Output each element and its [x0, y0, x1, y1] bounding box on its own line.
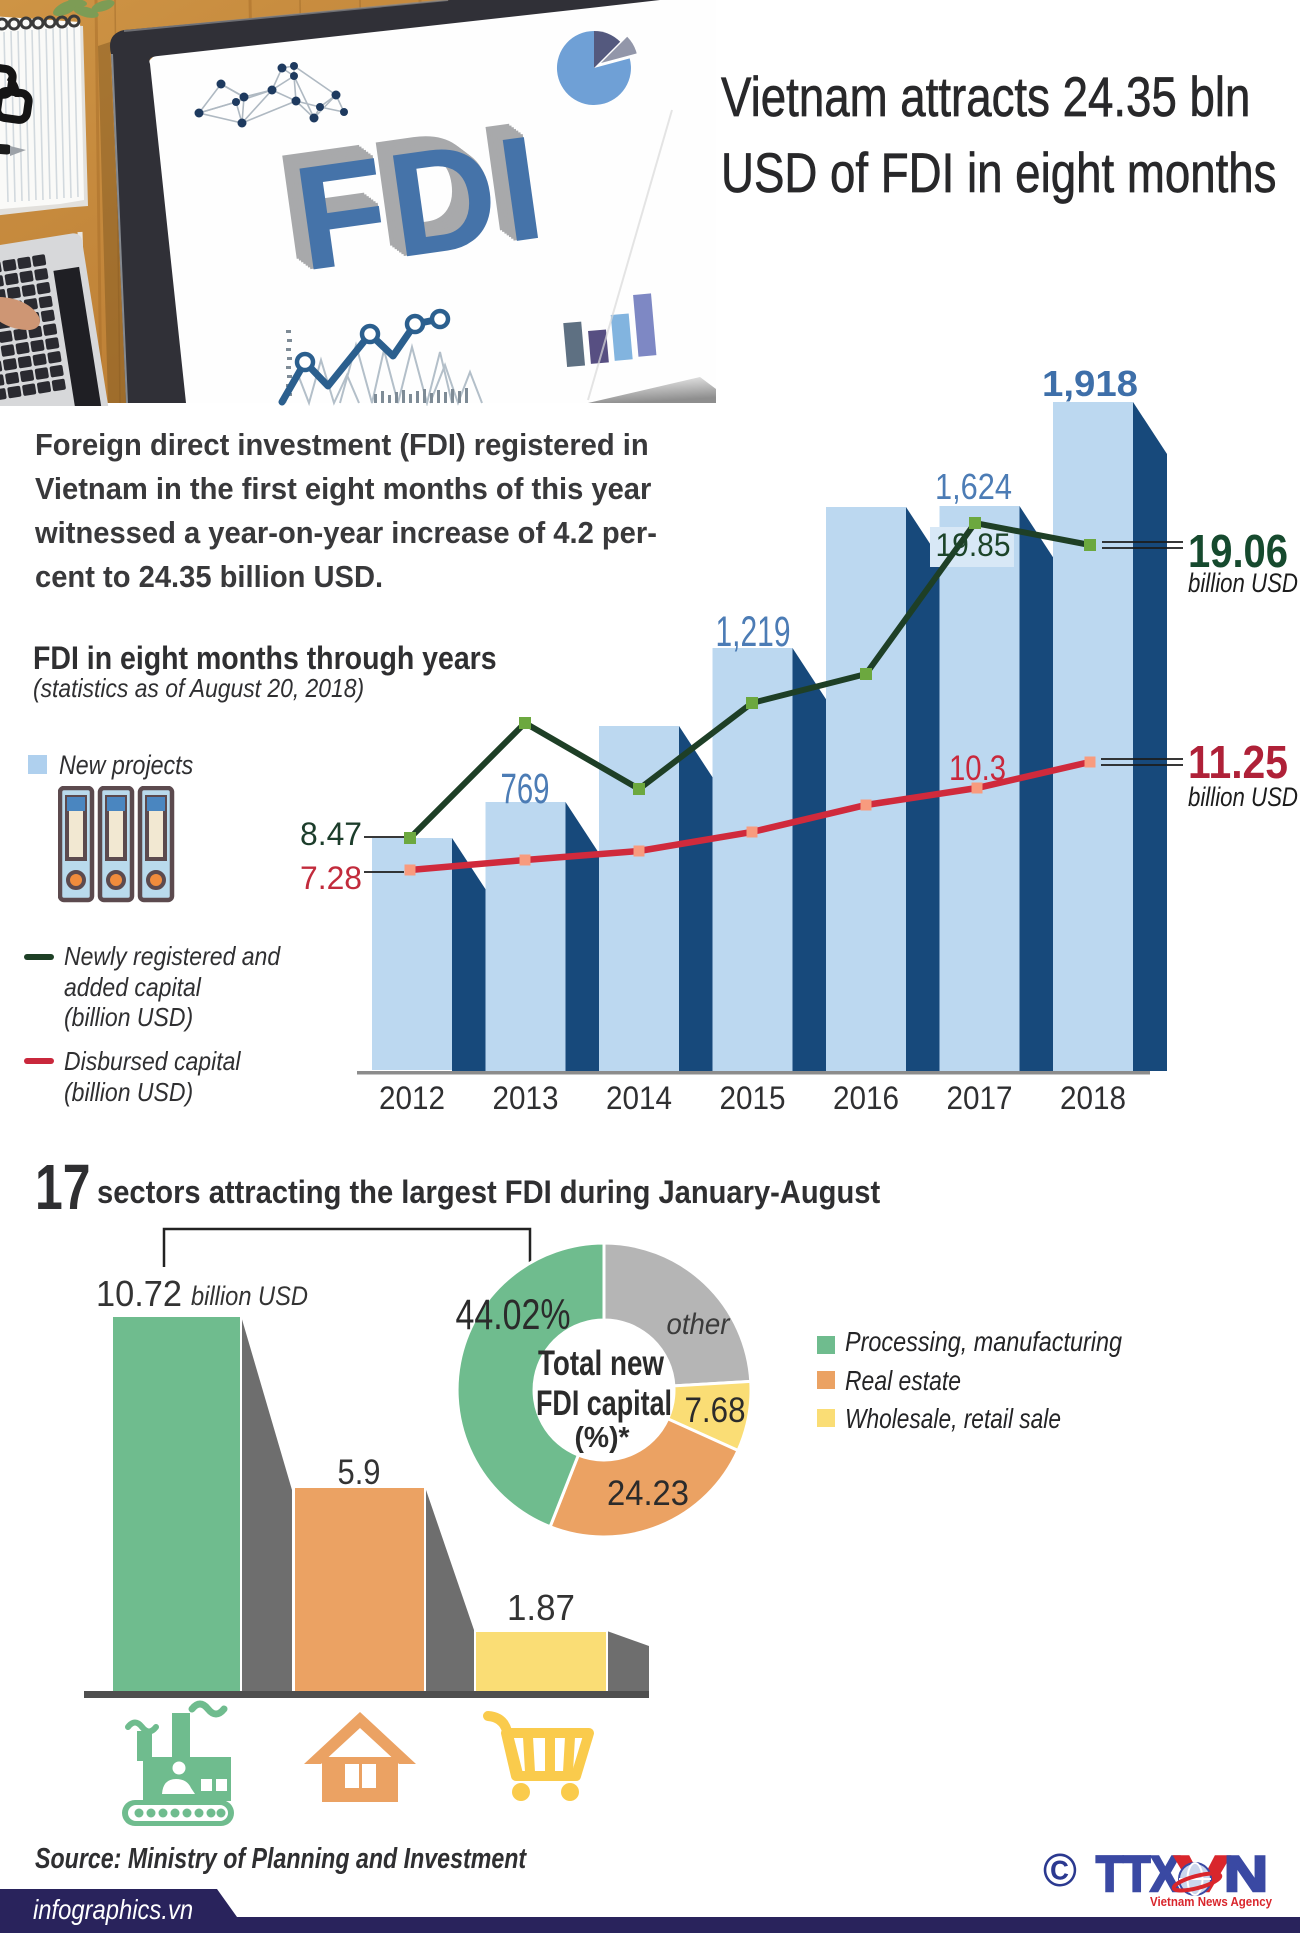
- svg-text:Real estate: Real estate: [845, 1365, 961, 1396]
- svg-text:2015: 2015: [720, 1080, 786, 1116]
- svg-text:FDI: FDI: [276, 97, 547, 295]
- svg-text:other: other: [667, 1308, 731, 1341]
- svg-text:1,219: 1,219: [716, 608, 791, 656]
- svg-text:billion USD: billion USD: [191, 1281, 308, 1311]
- svg-text:769: 769: [501, 765, 550, 813]
- svg-text:2017: 2017: [947, 1080, 1013, 1116]
- svg-text:billion USD: billion USD: [1188, 568, 1298, 598]
- svg-text:19.85: 19.85: [936, 527, 1011, 563]
- svg-text:FDI: FDI: [281, 101, 552, 299]
- svg-text:FDI: FDI: [279, 99, 550, 297]
- svg-text:FDI: FDI: [274, 96, 545, 294]
- svg-text:1,918: 1,918: [1042, 363, 1138, 404]
- svg-text:(%)*: (%)*: [575, 1422, 631, 1454]
- svg-text:44.02%: 44.02%: [456, 1291, 571, 1339]
- svg-text:11.25: 11.25: [1188, 736, 1288, 788]
- svg-text:2012: 2012: [379, 1080, 445, 1116]
- svg-text:2018: 2018: [1060, 1080, 1126, 1116]
- svg-text:2016: 2016: [833, 1080, 899, 1116]
- svg-text:2014: 2014: [606, 1080, 672, 1116]
- svg-text:Total new: Total new: [538, 1344, 665, 1383]
- svg-text:1.87: 1.87: [507, 1587, 575, 1628]
- svg-text:10.3: 10.3: [949, 749, 1006, 788]
- svg-text:Wholesale, retail sale: Wholesale, retail sale: [845, 1403, 1061, 1434]
- svg-text:FDI: FDI: [270, 92, 541, 290]
- svg-text:N: N: [1224, 1846, 1268, 1902]
- svg-text:FDI: FDI: [283, 103, 554, 301]
- svg-text:FDI capital: FDI capital: [536, 1384, 672, 1423]
- svg-text:TTX: TTX: [1096, 1846, 1180, 1902]
- svg-text:19.06: 19.06: [1188, 525, 1288, 577]
- svg-text:billion USD: billion USD: [1188, 782, 1298, 812]
- svg-text:FDI: FDI: [285, 104, 556, 302]
- svg-text:Processing, manufacturing: Processing, manufacturing: [845, 1326, 1122, 1357]
- svg-text:FDI: FDI: [272, 94, 543, 292]
- svg-text:10.72: 10.72: [96, 1273, 182, 1314]
- svg-text:1,624: 1,624: [935, 466, 1012, 507]
- svg-text:24.23: 24.23: [607, 1474, 689, 1513]
- svg-text:7.28: 7.28: [300, 860, 362, 896]
- svg-text:7.68: 7.68: [685, 1391, 746, 1430]
- svg-text:Vietnam News Agency: Vietnam News Agency: [1150, 1894, 1273, 1909]
- svg-text:5.9: 5.9: [338, 1453, 381, 1492]
- svg-text:2013: 2013: [493, 1080, 559, 1116]
- svg-text:8.47: 8.47: [300, 816, 362, 852]
